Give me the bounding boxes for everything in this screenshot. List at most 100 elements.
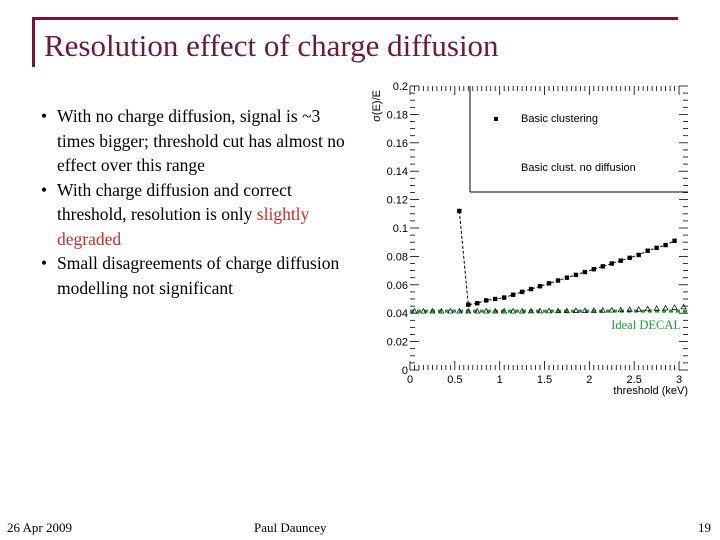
data-point [554,307,562,314]
bullet-item: • With no charge diffusion, signal is ~3 … [40,104,360,178]
data-point [564,275,570,280]
data-point [429,307,436,314]
data-point [608,306,615,313]
y-tick-label: 0.2 [393,81,408,93]
bullet-list: • With no charge diffusion, signal is ~3 … [40,104,360,300]
data-point [492,296,498,302]
data-point [475,301,480,306]
data-point [447,307,454,314]
y-tick-label: 0.16 [387,138,408,150]
y-tick-label: 0.14 [387,166,408,178]
data-point [474,307,481,314]
x-axis-label: threshold (keV) [613,385,688,397]
data-point [644,305,651,312]
y-tick-label: 0.08 [387,251,408,263]
title-rule-left [32,17,35,67]
footer-page-number: 19 [698,520,711,535]
data-point [671,304,678,310]
data-point [519,289,525,295]
data-point [573,272,579,278]
data-point [501,295,507,300]
y-tick-label: 0.1 [393,223,408,235]
x-tick-label: 1.5 [537,374,552,386]
data-point [536,307,544,314]
chart-legend: Basic clustering Basic clust. no diffusio… [469,86,688,193]
data-point [662,304,669,311]
x-tick-label: 2.5 [627,374,642,386]
data-point [645,248,650,253]
bullet-text: With no charge diffusion, signal is ~3 t… [57,106,345,175]
footer-author: Paul Dauncey [254,520,327,535]
data-point [617,306,624,313]
data-point [555,278,561,283]
legend-entry: Basic clustering [521,113,598,125]
x-tick-label: 0 [407,374,413,386]
data-point [663,242,668,248]
chart-axes: 0 0.5 1 1.5 2 2.5 3 0 0.02 0.04 0.06 0.08 0.1 0.12 0.1… [371,81,688,397]
y-axis-label: σ(E)/E [371,90,383,122]
data-point [537,284,543,289]
data-point [599,306,606,313]
bullet-text: Small disagreements of charge diffusion … [57,253,340,298]
data-point [527,307,535,314]
slide-title: Resolution effect of charge diffusion [44,28,499,63]
data-point [510,307,517,314]
data-point [627,255,632,261]
data-point [563,307,571,314]
legend-entry: Basic clust. no diffusion [521,162,636,174]
ideal-decal-label: Ideal DECAL [611,318,681,332]
data-point [572,307,579,313]
data-point [466,302,471,307]
data-point [590,307,597,313]
data-point [600,264,606,269]
bullet-text-highlight: slightly degraded [57,204,310,249]
title-rule-top [32,17,678,20]
data-point [420,307,427,314]
y-tick-label: 0.04 [387,308,408,320]
data-point [411,307,418,314]
data-point [581,307,588,313]
data-point [636,252,641,258]
data-point [483,307,490,314]
data-point [653,305,660,311]
data-point [510,292,516,297]
data-point [492,307,499,314]
data-point [672,238,677,243]
legend-marker-square [494,117,498,121]
x-tick-label: 1 [497,374,503,386]
data-point [654,245,659,251]
x-tick-label: 0.5 [447,374,462,386]
y-tick-label: 0 [402,365,408,377]
bullet-item: • Small disagreements of charge diffusion… [40,251,360,300]
resolution-chart: 0 0.5 1 1.5 2 2.5 3 0 0.02 0.04 0.06 0.08 0.1 0.12 0.1… [371,81,688,397]
series-basic-clustering [457,208,677,307]
data-point [465,307,472,314]
footer-date: 26 Apr 2009 [7,520,72,535]
data-point [591,266,597,272]
data-point [680,303,687,310]
bullet-dot-icon: • [41,106,48,126]
data-point [545,307,553,314]
series-basic-clust-no-diffusion [411,303,687,314]
y-tick-label: 0.18 [387,109,408,121]
bullet-dot-icon: • [41,179,48,200]
y-tick-label: 0.02 [387,337,408,349]
bullet-item: • With charge diffusion and correct thres… [40,178,360,252]
bullet-dot-icon: • [41,253,48,273]
series-line [458,210,675,306]
data-point [484,298,489,303]
x-tick-label: 3 [676,374,682,386]
data-point [626,306,633,312]
data-point [618,258,623,263]
data-point [519,307,526,314]
data-point [456,307,463,314]
data-point [438,307,445,314]
data-point [546,281,552,286]
data-point [609,261,614,266]
data-point [635,306,642,312]
y-tick-label: 0.06 [387,280,408,292]
data-point [457,208,462,214]
bullet-text: With charge diffusion and correct thresh… [57,179,292,225]
data-point [582,269,588,275]
x-tick-label: 2 [586,374,592,386]
